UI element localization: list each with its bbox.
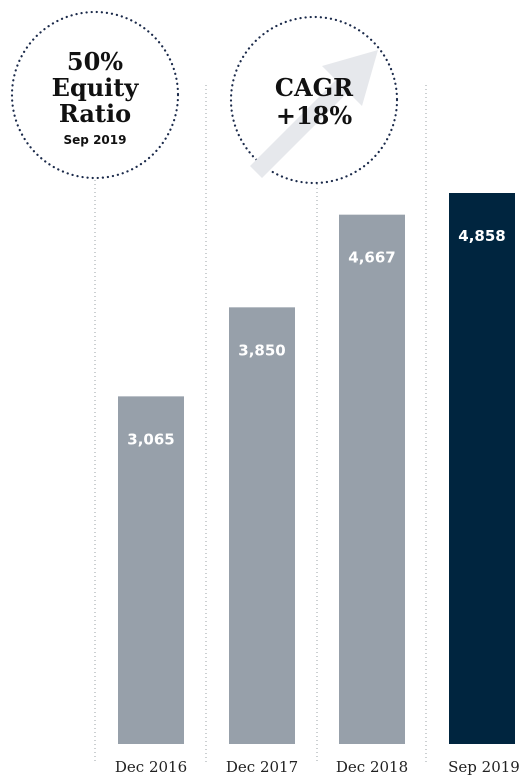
equity-badge-line-equity: Equity — [52, 73, 140, 102]
growth-arrow-icon — [250, 50, 378, 178]
equity-badge-dotted-circle — [10, 10, 180, 180]
bar-value-label: 4,667 — [348, 249, 395, 267]
category-labels-group: Dec 2016 Dec 2017 Dec 2018 Sep 2019 — [115, 758, 520, 776]
bar-sep-2019 — [449, 193, 515, 744]
bars-group — [118, 193, 515, 744]
category-label: Sep 2019 — [448, 758, 520, 776]
bar-value-label: 4,858 — [458, 227, 505, 245]
equity-badge-value: 50% — [67, 47, 123, 76]
bar-dec-2017 — [229, 307, 295, 744]
equity-badge-date: Sep 2019 — [64, 133, 127, 147]
equity-ratio-badge: 50% Equity Ratio Sep 2019 — [10, 10, 180, 180]
cagr-badge: CAGR +18% — [229, 15, 399, 185]
cagr-badge-title: CAGR — [275, 73, 354, 102]
value-labels-group: 3,065 3,850 4,667 4,858 — [127, 227, 505, 448]
category-label: Dec 2016 — [115, 758, 187, 776]
category-label: Dec 2017 — [226, 758, 298, 776]
bar-dec-2018 — [339, 214, 405, 744]
bar-value-label: 3,065 — [127, 430, 174, 448]
bar-dec-2016 — [118, 396, 184, 744]
cagr-badge-value: +18% — [276, 101, 353, 130]
category-label: Dec 2018 — [336, 758, 408, 776]
bar-value-label: 3,850 — [238, 341, 285, 359]
column-separators — [94, 85, 427, 762]
equity-badge-line-ratio: Ratio — [59, 99, 131, 128]
